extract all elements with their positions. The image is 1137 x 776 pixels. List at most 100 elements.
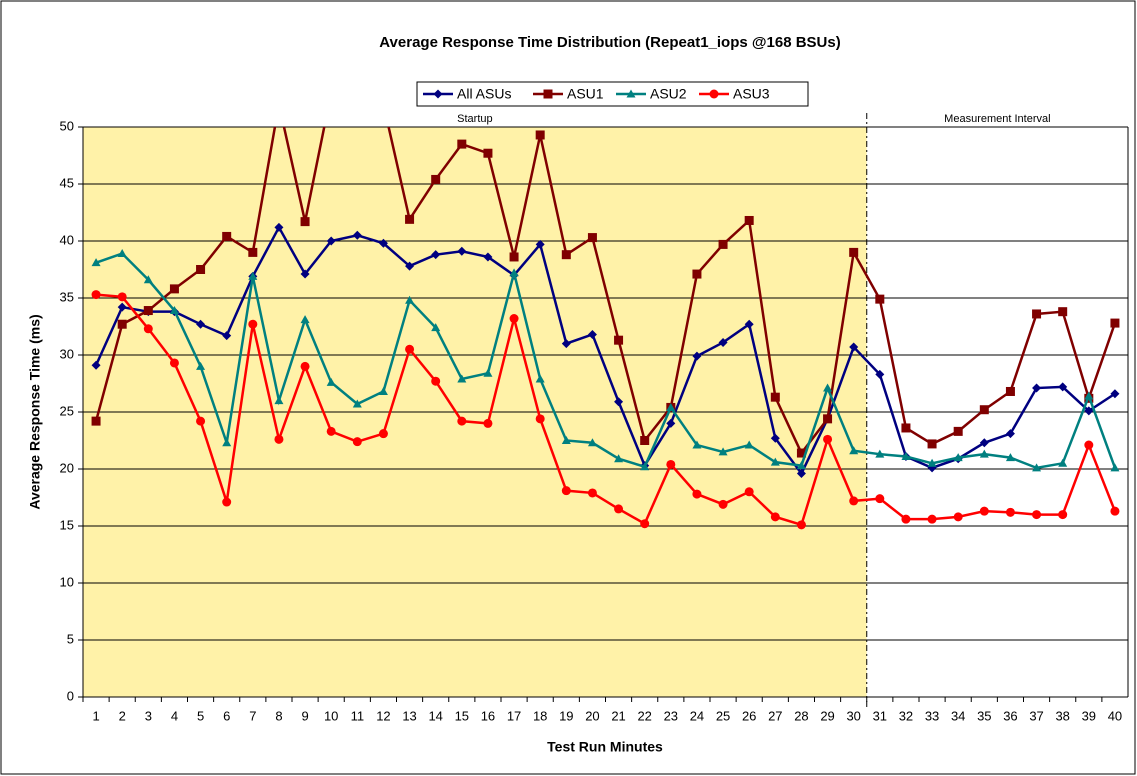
marker (770, 392, 780, 402)
legend-label: ASU1 (567, 86, 604, 102)
marker (326, 377, 336, 386)
x-tick-label: 37 (1029, 708, 1043, 723)
marker (1058, 382, 1068, 392)
series-line (94, 224, 1116, 476)
x-tick-label: 38 (1055, 708, 1069, 723)
x-tick-label: 11 (351, 708, 365, 723)
marker (1058, 307, 1068, 317)
marker (457, 246, 467, 256)
y-tick-label: 10 (60, 574, 74, 589)
marker (1032, 510, 1042, 520)
marker (823, 434, 833, 444)
marker (640, 519, 650, 529)
y-tick-label: 15 (60, 517, 74, 532)
x-tick-label: 3 (145, 708, 152, 723)
x-tick-label: 6 (223, 708, 230, 723)
series-line (95, 293, 1117, 527)
marker (692, 269, 702, 279)
marker (143, 306, 153, 316)
y-tick-label: 30 (60, 346, 74, 361)
marker (169, 306, 179, 315)
marker (431, 376, 441, 386)
marker (300, 361, 310, 371)
marker (614, 454, 624, 463)
marker (535, 374, 545, 383)
marker (796, 461, 806, 470)
marker (483, 418, 493, 428)
marker (1058, 510, 1068, 520)
marker (117, 292, 127, 302)
marker (457, 374, 467, 383)
x-tick-label: 21 (611, 708, 625, 723)
marker (587, 438, 597, 447)
marker (614, 335, 624, 345)
x-tick-label: 5 (197, 708, 204, 723)
marker (718, 447, 728, 456)
marker (1005, 429, 1015, 439)
marker (1110, 506, 1120, 516)
x-tick-label: 32 (899, 708, 913, 723)
marker (561, 250, 571, 260)
marker (901, 514, 911, 524)
marker (561, 436, 571, 444)
marker (405, 295, 415, 304)
marker (718, 499, 728, 509)
marker (509, 314, 519, 324)
marker (901, 423, 911, 433)
marker (692, 440, 702, 449)
marker (222, 331, 232, 341)
marker (770, 512, 780, 522)
x-tick-label: 16 (481, 708, 495, 723)
legend-label: All ASUs (457, 86, 511, 102)
x-tick-label: 10 (324, 708, 338, 723)
marker (1005, 453, 1015, 462)
marker (1032, 309, 1042, 319)
marker (274, 222, 284, 232)
x-tick-label: 14 (428, 708, 442, 723)
marker (849, 342, 859, 352)
y-tick-label: 5 (67, 631, 74, 646)
x-tick-label: 40 (1108, 708, 1122, 723)
marker (587, 329, 597, 339)
marker (744, 487, 754, 497)
x-tick-label: 18 (533, 708, 547, 723)
series-line (95, 252, 1117, 470)
x-tick-label: 29 (820, 708, 834, 723)
marker (849, 247, 859, 257)
x-tick-label: 7 (249, 708, 256, 723)
x-tick-label: 39 (1082, 708, 1096, 723)
y-tick-label: 35 (60, 289, 74, 304)
marker (457, 139, 467, 149)
x-tick-label: 15 (455, 708, 469, 723)
marker (587, 488, 597, 498)
marker (1110, 389, 1120, 399)
marker (300, 217, 310, 227)
marker (796, 469, 806, 479)
x-tick-label: 35 (977, 708, 991, 723)
marker (875, 369, 885, 379)
marker (378, 386, 388, 395)
marker (849, 446, 859, 455)
marker (979, 405, 989, 415)
marker (953, 453, 963, 462)
marker (196, 361, 206, 370)
marker (196, 265, 206, 274)
x-tick-label: 17 (507, 708, 521, 723)
marker (483, 148, 493, 158)
marker (1032, 463, 1042, 472)
marker (300, 315, 310, 324)
marker (91, 360, 101, 370)
marker (378, 429, 388, 439)
marker (483, 368, 493, 377)
legend-box (416, 81, 809, 107)
marker (796, 448, 806, 458)
marker (953, 426, 963, 436)
marker (1084, 440, 1094, 450)
marker (509, 252, 519, 262)
marker (626, 89, 636, 98)
marker (1032, 383, 1042, 393)
marker (770, 457, 780, 466)
marker (535, 414, 545, 424)
marker (535, 130, 545, 140)
